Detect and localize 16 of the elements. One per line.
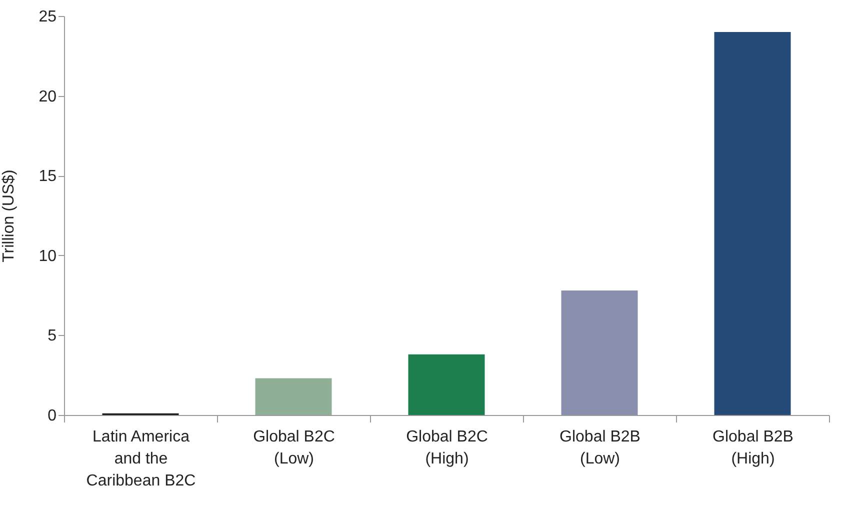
bar — [561, 290, 638, 415]
bar — [714, 32, 791, 415]
x-tick-label: Global B2C (High) — [406, 428, 488, 468]
bar — [408, 354, 485, 415]
y-axis-title: Trillion (US$) — [0, 170, 18, 262]
y-tick-label: 25 — [38, 8, 57, 26]
y-tick-label: 10 — [38, 248, 57, 265]
x-tick-label: Global B2B (High) — [712, 428, 794, 468]
x-tick-label: Global B2B (Low) — [560, 428, 640, 468]
y-tick-label: 15 — [38, 168, 57, 186]
bar — [255, 378, 332, 415]
x-tick-label: Global B2C (Low) — [253, 428, 335, 468]
y-tick-label: 5 — [48, 328, 57, 345]
y-tick-label: 0 — [48, 408, 57, 424]
y-tick-label: 20 — [38, 88, 57, 106]
x-tick-label: Latin America and the Caribbean B2C — [86, 428, 196, 490]
